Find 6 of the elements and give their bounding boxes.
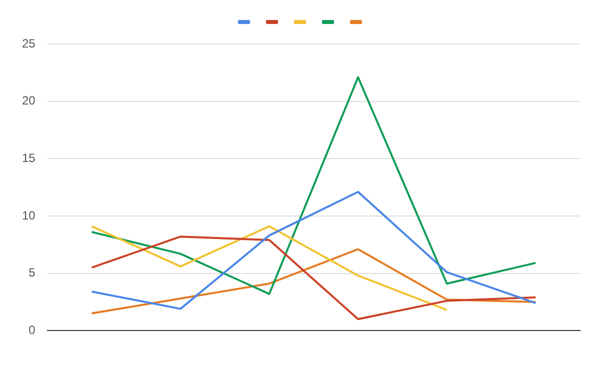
y-tick-label: 20 xyxy=(22,94,36,108)
y-tick-label: 15 xyxy=(22,150,36,165)
y-tick-label: 5 xyxy=(28,266,36,280)
y-tick-label: 0 xyxy=(28,322,36,337)
y-tick-label: 10 xyxy=(22,208,36,222)
y-tick-label: 25 xyxy=(22,36,36,50)
